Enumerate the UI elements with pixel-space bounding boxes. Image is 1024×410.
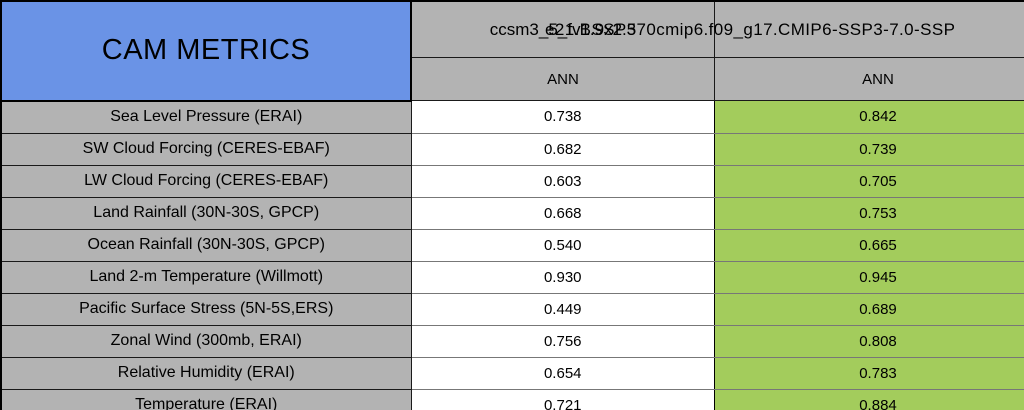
row-label: LW Cloud Forcing (CERES-EBAF) <box>0 164 412 198</box>
model-2-name: e21.BSSP370cmip6.f09_g17.CMIP6-SSP3-7.0-… <box>545 19 956 39</box>
column-header-model-1: ccsm3_5_fv1.9x2.5 <box>410 0 715 58</box>
metric-value: 0.884 <box>714 388 1024 410</box>
metric-value: 0.783 <box>714 356 1024 390</box>
table-row: Ocean Rainfall (30N-30S, GPCP) 0.540 0.6… <box>0 228 1024 262</box>
row-label: Ocean Rainfall (30N-30S, GPCP) <box>0 228 412 262</box>
metric-value: 0.689 <box>714 292 1024 326</box>
row-label: Relative Humidity (ERAI) <box>0 356 412 390</box>
metric-value: 0.738 <box>410 100 715 134</box>
metric-value: 0.842 <box>714 100 1024 134</box>
model-1-name: ccsm3_5_fv1.9x2.5 <box>489 19 637 39</box>
table-row: SW Cloud Forcing (CERES-EBAF) 0.682 0.73… <box>0 132 1024 166</box>
table-row: Pacific Surface Stress (5N-5S,ERS) 0.449… <box>0 292 1024 326</box>
metric-value: 0.808 <box>714 324 1024 358</box>
metric-value: 0.654 <box>410 356 715 390</box>
table-row: Land Rainfall (30N-30S, GPCP) 0.668 0.75… <box>0 196 1024 230</box>
metric-value: 0.449 <box>410 292 715 326</box>
metric-value: 0.705 <box>714 164 1024 198</box>
column-subheader-season-2: ANN <box>714 57 1024 101</box>
table-title: CAM METRICS <box>0 0 412 102</box>
row-label: Sea Level Pressure (ERAI) <box>0 100 412 134</box>
table-row: Sea Level Pressure (ERAI) 0.738 0.842 <box>0 100 1024 134</box>
metric-value: 0.945 <box>714 260 1024 294</box>
metric-value: 0.930 <box>410 260 715 294</box>
metric-value: 0.603 <box>410 164 715 198</box>
row-label: Temperature (ERAI) <box>0 388 412 410</box>
row-label: Land Rainfall (30N-30S, GPCP) <box>0 196 412 230</box>
metric-value: 0.739 <box>714 132 1024 166</box>
row-label: SW Cloud Forcing (CERES-EBAF) <box>0 132 412 166</box>
row-label: Pacific Surface Stress (5N-5S,ERS) <box>0 292 412 326</box>
metric-value: 0.540 <box>410 228 715 262</box>
metric-value: 0.753 <box>714 196 1024 230</box>
metric-value: 0.756 <box>410 324 715 358</box>
table-row: Zonal Wind (300mb, ERAI) 0.756 0.808 <box>0 324 1024 358</box>
table-row: Land 2-m Temperature (Willmott) 0.930 0.… <box>0 260 1024 294</box>
model-header-row: CAM METRICS ccsm3_5_fv1.9x2.5 e21.BSSP37… <box>0 0 1024 102</box>
metric-value: 0.721 <box>410 388 715 410</box>
column-subheader-season-1: ANN <box>410 57 715 101</box>
row-label: Zonal Wind (300mb, ERAI) <box>0 324 412 358</box>
table-row: LW Cloud Forcing (CERES-EBAF) 0.603 0.70… <box>0 164 1024 198</box>
column-header-model-2: e21.BSSP370cmip6.f09_g17.CMIP6-SSP3-7.0-… <box>545 0 1024 58</box>
table-row: Relative Humidity (ERAI) 0.654 0.783 <box>0 356 1024 390</box>
table-row: Temperature (ERAI) 0.721 0.884 <box>0 388 1024 410</box>
metric-value: 0.665 <box>714 228 1024 262</box>
row-label: Land 2-m Temperature (Willmott) <box>0 260 412 294</box>
season-header-row: ANN ANN <box>1 57 1024 101</box>
metric-value: 0.668 <box>410 196 715 230</box>
metric-value: 0.682 <box>410 132 715 166</box>
